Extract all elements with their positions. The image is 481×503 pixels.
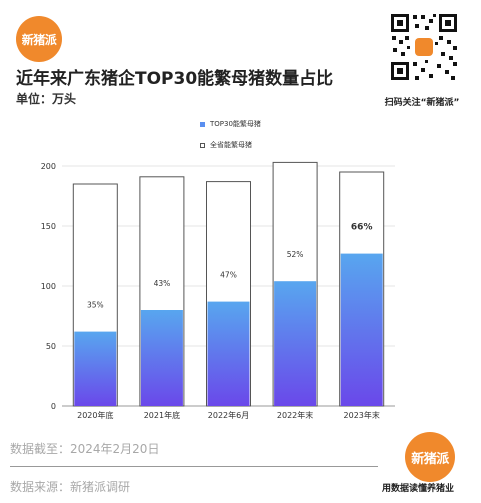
x-tick-label-3: 2022年末	[277, 410, 313, 420]
x-tick-label-0: 2020年底	[77, 410, 113, 420]
legend-swatch-top30	[200, 121, 205, 127]
bar-top30-4	[340, 253, 383, 406]
brand-badge-text: 新猪派	[411, 451, 449, 467]
y-tick-label-50: 50	[46, 342, 56, 351]
brand-logo-text: 新猪派	[21, 32, 57, 47]
data-label-0: 35%	[87, 301, 104, 310]
y-tick-label-100: 100	[41, 282, 56, 291]
x-tick-label-1: 2021年底	[144, 410, 180, 420]
qr-code-image	[389, 12, 459, 82]
brand-slogan: 用数据读懂养猪业	[382, 484, 455, 494]
footer-divider	[10, 466, 378, 467]
chart-legend: TOP30能繁母猪 全省能繁母猪	[200, 118, 261, 160]
brand-badge: 新猪派	[405, 432, 455, 482]
page-title: 近年来广东猪企TOP30能繁母猪数量占比	[16, 69, 334, 89]
x-tick-label-4: 2023年末	[344, 410, 380, 420]
data-label-3: 52%	[287, 250, 304, 259]
bar-chart: 0 50 100 150 200 35% 2020年底 43% 2021年底 47% 2022年6月…	[41, 161, 395, 420]
data-cutoff-note: 数据截至：2024年2月20日	[10, 442, 160, 456]
brand-logo: 新猪派	[16, 16, 62, 62]
legend-item-province: 全省能繁母猪	[200, 139, 261, 151]
unit-label: 单位：万头	[16, 92, 77, 106]
bar-top30-0	[74, 331, 117, 406]
bar-top30-2	[207, 301, 250, 406]
legend-swatch-province	[200, 142, 205, 148]
legend-item-top30: TOP30能繁母猪	[200, 118, 261, 130]
bar-top30-3	[274, 281, 317, 406]
data-label-2: 47%	[220, 271, 237, 280]
y-tick-label-150: 150	[41, 222, 56, 231]
y-tick-label-0: 0	[51, 402, 56, 411]
data-label-4: 66%	[351, 223, 373, 233]
legend-label-top30: TOP30能繁母猪	[210, 120, 261, 128]
data-label-1: 43%	[154, 279, 171, 288]
bar-top30-1	[140, 310, 183, 406]
data-source-note: 数据来源：新猪派调研	[10, 480, 131, 494]
y-tick-label-200: 200	[41, 162, 56, 171]
legend-label-province: 全省能繁母猪	[210, 141, 252, 149]
qr-caption: 扫码关注“新猪派”	[384, 98, 460, 108]
x-tick-label-2: 2022年6月	[208, 410, 249, 420]
